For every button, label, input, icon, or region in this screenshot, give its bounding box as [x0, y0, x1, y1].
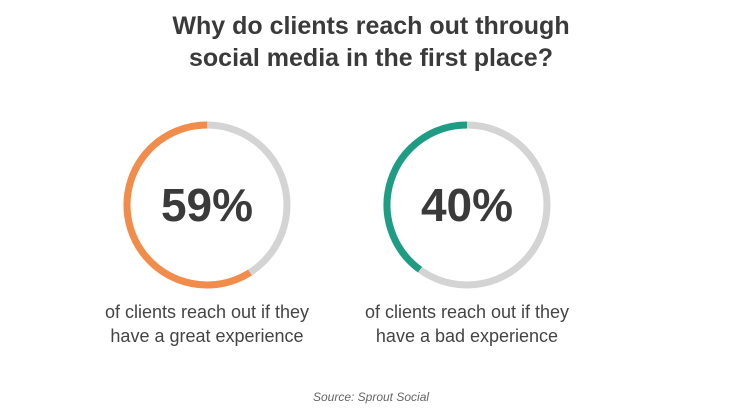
value-label: 59%: [161, 179, 253, 231]
ring-arc: [123, 121, 252, 289]
ring-arc: [383, 121, 468, 273]
chart-title: Why do clients reach out through social …: [172, 12, 570, 72]
value-label: 40%: [421, 179, 513, 231]
source-note: Source: Sprout Social: [312, 390, 430, 404]
caption: of clients reach out if they have a grea…: [104, 302, 310, 346]
caption: of clients reach out if they have a bad …: [364, 302, 570, 346]
